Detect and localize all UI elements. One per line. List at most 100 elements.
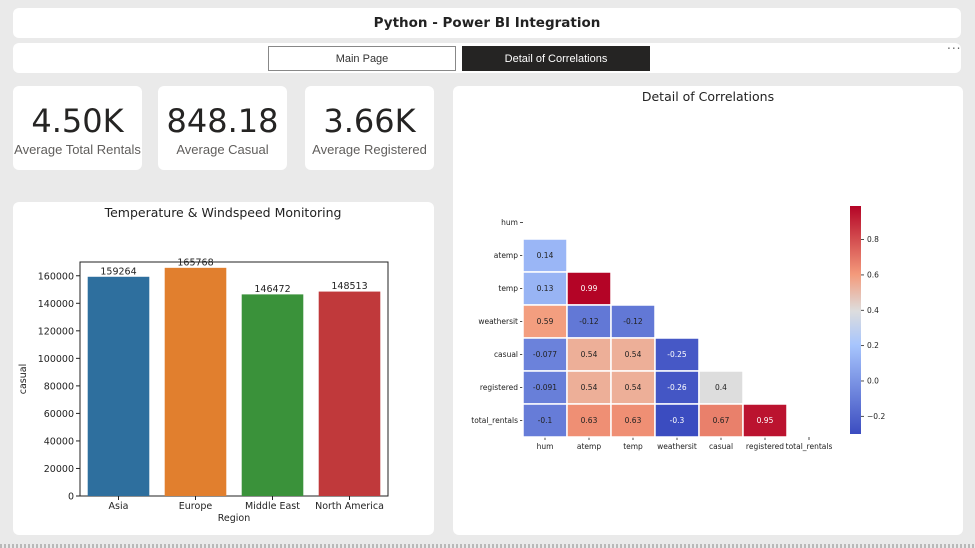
heatmap-visual[interactable]: Detail of Correlations hum hum atemp atemp te…: [453, 86, 963, 535]
main-page-button[interactable]: Main Page: [268, 46, 456, 71]
bar: [318, 291, 381, 496]
heatmap-cell: [698, 403, 744, 438]
heatmap-cell-label: 0.54: [625, 383, 642, 392]
heatmap-cell: [610, 304, 656, 339]
heatmap-cell: [654, 403, 700, 438]
heatmap-cell: [522, 403, 568, 438]
bar-chart: Temperature & Windspeed Monitoring 0 20000…: [18, 205, 389, 524]
kpi-label: Average Total Rentals: [14, 142, 141, 157]
bar: [164, 267, 227, 496]
heatmap-cell-label: -0.25: [667, 350, 687, 359]
heatmap-cell-label: -0.1: [538, 416, 553, 425]
colorbar-tick-label: −0.2: [867, 412, 885, 421]
colorbar-tick-label: 0.6: [867, 270, 879, 279]
y-tick-label: 0: [68, 492, 74, 503]
correlation-heatmap: Detail of Correlations hum hum atemp atemp te…: [471, 89, 885, 451]
bar-chart-visual[interactable]: Temperature & Windspeed Monitoring 0 20000…: [13, 202, 434, 535]
colorbar: [850, 206, 861, 434]
bar: [87, 276, 150, 496]
y-tick-label: 60000: [44, 409, 74, 420]
report-title-bar: Python - Power BI Integration: [13, 8, 961, 38]
x-tick-label: Asia: [109, 501, 129, 512]
heatmap-row-label: total_rentals: [471, 416, 518, 425]
kpi-label: Average Registered: [312, 142, 427, 157]
heatmap-cell: [610, 337, 656, 372]
heatmap-cell-label: -0.3: [670, 416, 685, 425]
kpi-card-registered: 3.66K Average Registered: [305, 86, 434, 170]
heatmap-cell: [610, 370, 656, 405]
heatmap-row-label: temp: [498, 284, 518, 293]
heatmap-cell-label: -0.091: [533, 383, 557, 392]
y-tick-label: 100000: [38, 354, 74, 365]
heatmap-cell-label: -0.12: [623, 317, 643, 326]
heatmap-cell-label: 0.67: [713, 416, 730, 425]
heatmap-col-label: casual: [709, 442, 733, 451]
detail-of-correlations-button[interactable]: Detail of Correlations: [462, 46, 650, 71]
heatmap-col-label: total_rentals: [786, 442, 833, 451]
heatmap-cell: [566, 403, 612, 438]
heatmap-col-label: hum: [537, 442, 554, 451]
bar-value-label: 165768: [177, 257, 213, 268]
heatmap-cell: [522, 337, 568, 372]
heatmap-cell-label: 0.54: [625, 350, 642, 359]
colorbar-tick-label: 0.2: [867, 341, 879, 350]
heatmap-cell: [522, 238, 568, 273]
heatmap-col-label: registered: [746, 442, 784, 451]
chart-title: Detail of Correlations: [642, 89, 774, 104]
heatmap-cell-label: 0.54: [581, 350, 598, 359]
heatmap-cell: [522, 370, 568, 405]
heatmap-cell-label: 0.59: [537, 317, 554, 326]
heatmap-cell: [566, 271, 612, 306]
kpi-value: 3.66K: [323, 102, 416, 140]
x-tick-label: Middle East: [245, 501, 300, 512]
colorbar-tick-label: 0.8: [867, 235, 879, 244]
heatmap-cell-label: 0.99: [581, 284, 598, 293]
kpi-value: 848.18: [166, 102, 279, 140]
heatmap-cell: [742, 403, 788, 438]
heatmap-cell-label: 0.63: [625, 416, 642, 425]
heatmap-row-label: weathersit: [478, 317, 518, 326]
heatmap-cell-label: -0.26: [667, 383, 687, 392]
y-axis-label: casual: [18, 364, 29, 394]
kpi-value: 4.50K: [31, 102, 124, 140]
bar-value-label: 148513: [331, 281, 367, 292]
heatmap-cell: [698, 370, 744, 405]
plot-frame: [79, 261, 389, 497]
y-tick-label: 160000: [38, 271, 74, 282]
report-title: Python - Power BI Integration: [373, 15, 601, 31]
kpi-card-total-rentals: 4.50K Average Total Rentals: [13, 86, 142, 170]
heatmap-row-label: atemp: [494, 251, 518, 260]
heatmap-cell-label: 0.14: [537, 251, 554, 260]
heatmap-cell-label: 0.4: [715, 383, 727, 392]
heatmap-col-label: temp: [623, 442, 643, 451]
heatmap-cell: [610, 403, 656, 438]
x-tick-label: North America: [315, 501, 384, 512]
y-tick-label: 80000: [44, 381, 74, 392]
heatmap-cell: [566, 370, 612, 405]
bottom-scrollbar[interactable]: [0, 544, 975, 548]
heatmap-cell: [654, 337, 700, 372]
y-tick-label: 40000: [44, 436, 74, 447]
chart-title: Temperature & Windspeed Monitoring: [104, 205, 342, 220]
heatmap-cell-label: -0.12: [579, 317, 599, 326]
heatmap-cell-label: 0.63: [581, 416, 598, 425]
heatmap-cell: [522, 271, 568, 306]
page-navigation: Main Page Detail of Correlations: [13, 43, 961, 73]
x-axis-label: Region: [218, 513, 251, 524]
y-tick-label: 120000: [38, 326, 74, 337]
kpi-label: Average Casual: [176, 142, 269, 157]
heatmap-cell: [566, 337, 612, 372]
bar-value-label: 146472: [254, 284, 290, 295]
heatmap-cell-label: 0.95: [757, 416, 774, 425]
y-tick-label: 20000: [44, 464, 74, 475]
more-options-icon[interactable]: ...: [947, 38, 962, 52]
heatmap-cell: [566, 304, 612, 339]
y-tick-label: 140000: [38, 299, 74, 310]
heatmap-cell-label: 0.13: [537, 284, 554, 293]
colorbar-tick-label: 0.0: [867, 376, 879, 385]
heatmap-col-label: atemp: [577, 442, 601, 451]
heatmap-cell-label: 0.54: [581, 383, 598, 392]
heatmap-row-label: registered: [480, 383, 518, 392]
heatmap-col-label: weathersit: [657, 442, 697, 451]
heatmap-cell-label: -0.077: [533, 350, 557, 359]
